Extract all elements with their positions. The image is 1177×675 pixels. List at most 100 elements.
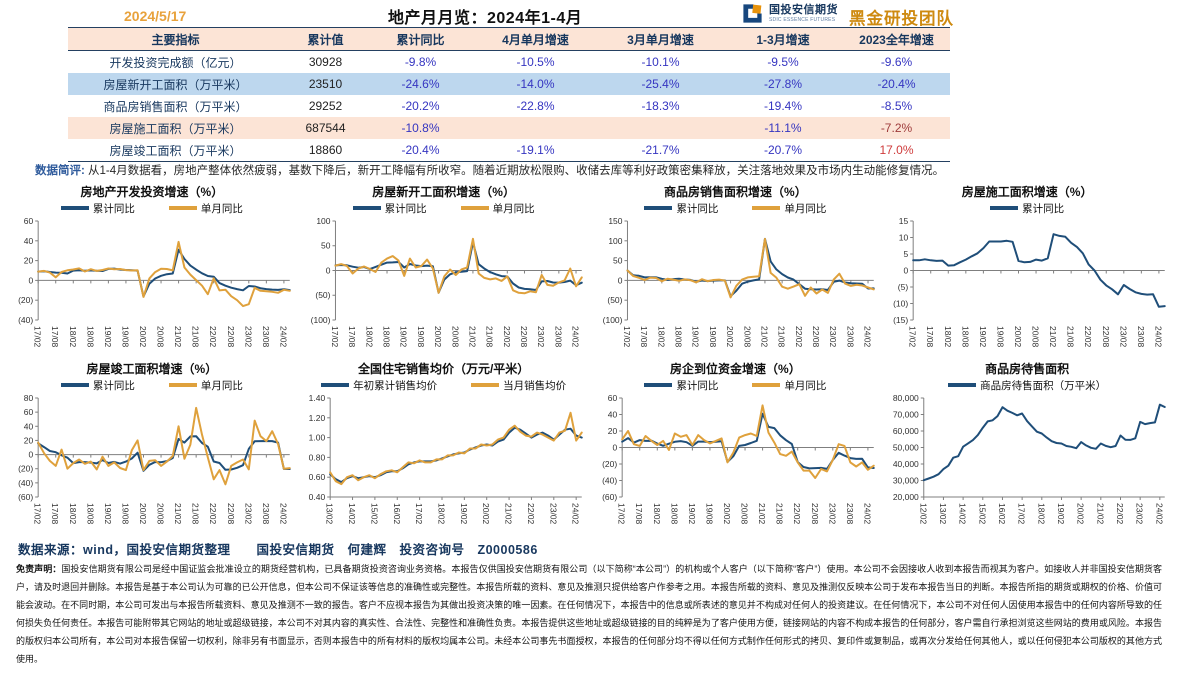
svg-text:20/08: 20/08: [742, 326, 752, 348]
table-row: 房屋竣工面积（万平米） 18860 -20.4% -19.1% -21.7% -20.7%…: [68, 139, 950, 161]
svg-text:(100): (100): [310, 315, 330, 325]
svg-text:23/02: 23/02: [243, 503, 253, 525]
indicator-value: 23510: [308, 77, 343, 91]
svg-text:24/02: 24/02: [1154, 326, 1164, 348]
company-name: 国投安信期货: [769, 3, 838, 16]
svg-text:23/02: 23/02: [243, 326, 253, 348]
legend-label: 单月同比: [200, 379, 243, 392]
svg-text:0.40: 0.40: [308, 492, 325, 502]
svg-text:100: 100: [316, 216, 330, 226]
indicator-value: -19.4%: [763, 99, 803, 113]
table-header-row: 主要指标 累计值 累计同比 4月单月增速 3月单月增速 1-3月增速 2023全年增速: [68, 28, 950, 51]
indicator-value: 29252: [308, 99, 343, 113]
svg-text:(50): (50): [315, 290, 330, 300]
legend-label: 累计同比: [676, 379, 719, 392]
legend-line-swatch: [321, 383, 350, 387]
svg-text:19/08: 19/08: [120, 326, 130, 348]
indicator-value: -9.8%: [404, 55, 437, 69]
data-comment: 数据简评: 从1-4月数据看，房地产整体依然疲弱，基数下降后，新开工降幅有所收窄…: [35, 162, 1160, 178]
chart-title: 房地产开发投资增速（%）: [80, 185, 224, 199]
table-header-cell: 1-3月增速: [756, 32, 810, 47]
legend-label: 单月同比: [200, 202, 243, 215]
chart-plot-area: 100 50 0 (50) (100)17/02 17/08 18/02 18/08 19/02…: [310, 216, 583, 348]
svg-text:24/02: 24/02: [278, 503, 288, 525]
legend-item: 当月销售均价: [471, 378, 566, 393]
chart-legend: 年初累计销售均价 当月销售均价: [300, 377, 588, 393]
chart-plot-area: 60 40 20 0 (20) (40)17/02 17/08 18/02 18/08 19/02…: [18, 216, 291, 348]
indicator-value: -20.4%: [877, 77, 916, 91]
svg-text:60: 60: [24, 407, 34, 417]
table-header-cell: 累计同比: [396, 32, 445, 47]
chart-title: 商品房销售面积增速（%）: [664, 185, 807, 199]
indicators-table: 主要指标 累计值 累计同比 4月单月增速 3月单月增速 1-3月增速 2023全年增速 开发投…: [68, 27, 950, 162]
series-line: [334, 237, 583, 295]
svg-text:21/08: 21/08: [484, 326, 494, 348]
legend-item: 单月同比: [752, 201, 826, 216]
legend-label: 累计同比: [676, 202, 719, 215]
chart-legend: 累计同比 单月同比: [300, 200, 588, 216]
legend-item: 累计同比: [990, 201, 1064, 216]
svg-text:22/02: 22/02: [1083, 326, 1093, 348]
svg-text:15: 15: [899, 216, 909, 226]
svg-text:(5): (5): [898, 282, 909, 292]
series-line: [620, 412, 875, 470]
svg-text:21/02: 21/02: [759, 326, 769, 348]
svg-text:18/02: 18/02: [651, 503, 661, 525]
svg-text:1.40: 1.40: [308, 393, 325, 403]
svg-text:18/08: 18/08: [85, 326, 95, 348]
svg-text:19/02: 19/02: [1056, 503, 1066, 525]
legend-line-swatch: [60, 206, 89, 210]
svg-text:21/02: 21/02: [503, 503, 513, 525]
svg-text:15/02: 15/02: [978, 503, 988, 525]
svg-text:17/02: 17/02: [621, 326, 631, 348]
brand-logo: 国投安信期货 SDIC ESSENCE FUTURES: [741, 2, 838, 25]
svg-text:50,000: 50,000: [893, 442, 919, 452]
svg-text:70,000: 70,000: [893, 409, 919, 419]
report-date: 2024/5/17: [124, 8, 187, 24]
svg-text:20/02: 20/02: [138, 326, 148, 348]
svg-text:24/02: 24/02: [862, 503, 872, 525]
svg-text:17/08: 17/08: [639, 326, 649, 348]
svg-text:20/02: 20/02: [138, 503, 148, 525]
svg-text:14/02: 14/02: [958, 503, 968, 525]
svg-text:1.00: 1.00: [308, 433, 325, 443]
series-line: [625, 237, 875, 299]
svg-text:19/02: 19/02: [686, 503, 696, 525]
svg-text:18/08: 18/08: [669, 503, 679, 525]
table-header-cell: 4月单月增速: [502, 32, 569, 47]
chart-title: 房屋竣工面积增速（%）: [86, 362, 218, 376]
table-body: 开发投资完成额（亿元） 30928 -9.8% -10.5% -10.1% -9.5% -9…: [68, 51, 950, 162]
svg-text:22/02: 22/02: [793, 326, 803, 348]
svg-text:(60): (60): [18, 492, 33, 502]
indicator-label: 商品房销售面积（万平米）: [103, 99, 248, 114]
svg-text:21/02: 21/02: [757, 503, 767, 525]
svg-text:23/02: 23/02: [1135, 503, 1145, 525]
svg-text:22/02: 22/02: [1115, 503, 1125, 525]
table-header-cell: 累计值: [307, 32, 344, 47]
indicator-value: -20.2%: [401, 99, 440, 113]
chart-legend: 累计同比 单月同比: [8, 200, 296, 216]
svg-text:17/02: 17/02: [33, 503, 43, 525]
indicator-value: -9.5%: [767, 55, 799, 69]
indicator-value: -27.8%: [763, 77, 803, 91]
svg-text:21/02: 21/02: [173, 503, 183, 525]
legend-item: 单月同比: [168, 201, 243, 216]
chart-plot-area: 150 100 50 0 (50) (100)17/02 17/08 18/02 18/08 19…: [602, 216, 875, 348]
indicator-value: -25.4%: [641, 77, 680, 91]
chart-new-starts-growth: 房屋新开工面积增速（%） 累计同比 单月同比 100 50 0 (50) (100) 17/02…: [300, 184, 588, 356]
indicator-value: -8.5%: [880, 99, 913, 113]
svg-text:17/02: 17/02: [908, 326, 918, 348]
svg-text:24/02: 24/02: [570, 503, 580, 525]
indicator-label: 开发投资完成额（亿元）: [109, 55, 242, 70]
indicator-value: -10.1%: [641, 55, 680, 69]
svg-text:22/08: 22/08: [226, 503, 236, 525]
chart-title: 房屋新开工面积增速（%）: [372, 185, 515, 199]
series-line: [923, 403, 1167, 482]
indicator-value: -20.7%: [763, 143, 803, 157]
svg-text:17/02: 17/02: [616, 503, 626, 525]
svg-text:24/02: 24/02: [1155, 503, 1165, 525]
chart-plot-area: 60 40 20 0 (20) (40) (60)17/02 17/08 18/02 18/08 1…: [602, 393, 875, 525]
svg-text:60: 60: [607, 393, 617, 403]
svg-text:0.80: 0.80: [308, 452, 325, 462]
svg-text:22/08: 22/08: [1101, 326, 1111, 348]
